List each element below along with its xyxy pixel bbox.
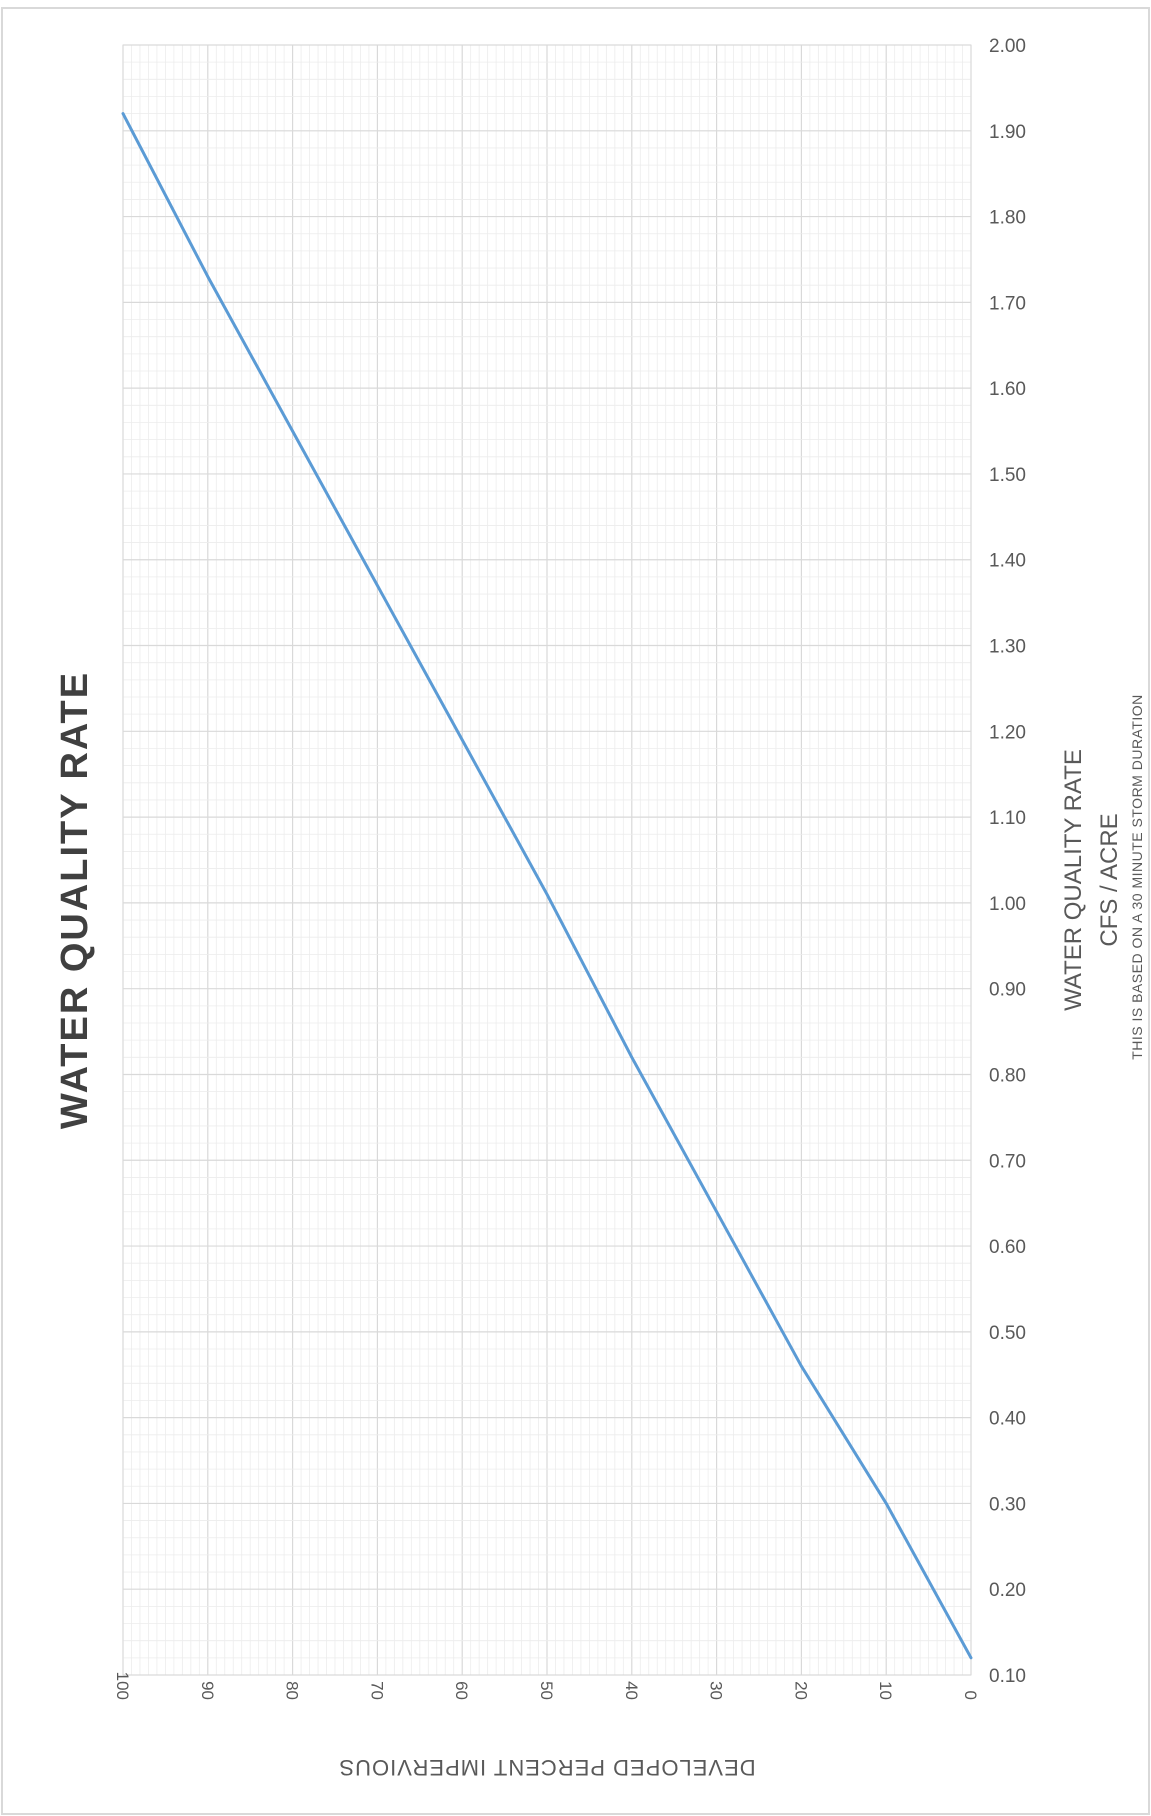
y-tick-label: 0.60 [989,1237,1026,1258]
x-tick-label: 50 [537,1681,556,1700]
y-tick-label: 1.80 [989,208,1026,229]
chart-title: WATER QUALITY RATE [54,671,96,1129]
y-tick-label: 0.70 [989,1151,1026,1172]
x-tick-label: 10 [876,1681,895,1700]
x-tick-label: 100 [113,1672,132,1700]
y-tick-labels: 0.10 0.20 0.30 0.40 0.50 0.60 0.70 0.80 0.90 1.00… [989,36,1026,1687]
y-tick-label: 0.10 [989,1666,1026,1687]
y-tick-label: 2.00 [989,36,1026,57]
y-tick-label: 0.80 [989,1065,1026,1086]
x-tick-label: 20 [791,1681,810,1700]
x-tick-label: 90 [198,1681,217,1700]
x-tick-label: 30 [707,1681,726,1700]
series-layer [121,112,973,1660]
plot-grid [122,44,972,1676]
chart-note: THIS IS BASED ON A 30 MINUTE STORM DURAT… [1129,694,1145,1060]
x-tick-labels: 100 90 80 70 60 50 40 30 20 10 0 [113,1672,980,1700]
x-tick-label: 70 [367,1681,386,1700]
x-axis-label: DEVELOPED PERCENT IMPERVIOUS [338,1755,755,1780]
y-tick-label: 1.00 [989,894,1026,915]
y-axis-label-line-2: CFS / ACRE [1096,813,1123,946]
y-tick-label: 1.30 [989,637,1026,658]
y-tick-label: 0.40 [989,1409,1026,1430]
y-tick-label: 1.10 [989,808,1026,829]
plot-area-frame [122,44,972,1676]
x-tick-label: 0 [961,1691,980,1700]
y-tick-label: 1.20 [989,722,1026,743]
y-tick-label: 0.30 [989,1494,1026,1515]
page-border [1,7,1150,1815]
y-tick-label: 0.50 [989,1323,1026,1344]
y-tick-label: 1.70 [989,293,1026,314]
y-axis-label-line-1: WATER QUALITY RATE [1060,749,1087,1011]
y-tick-label: 1.50 [989,465,1026,486]
x-tick-label: 80 [283,1681,302,1700]
y-tick-label: 1.60 [989,379,1026,400]
x-tick-label: 60 [452,1681,471,1700]
y-tick-label: 1.40 [989,551,1026,572]
series-line [121,112,973,1660]
y-tick-label: 0.90 [989,980,1026,1001]
y-tick-label: 1.90 [989,122,1026,143]
x-tick-label: 40 [622,1681,641,1700]
y-tick-label: 0.20 [989,1580,1026,1601]
